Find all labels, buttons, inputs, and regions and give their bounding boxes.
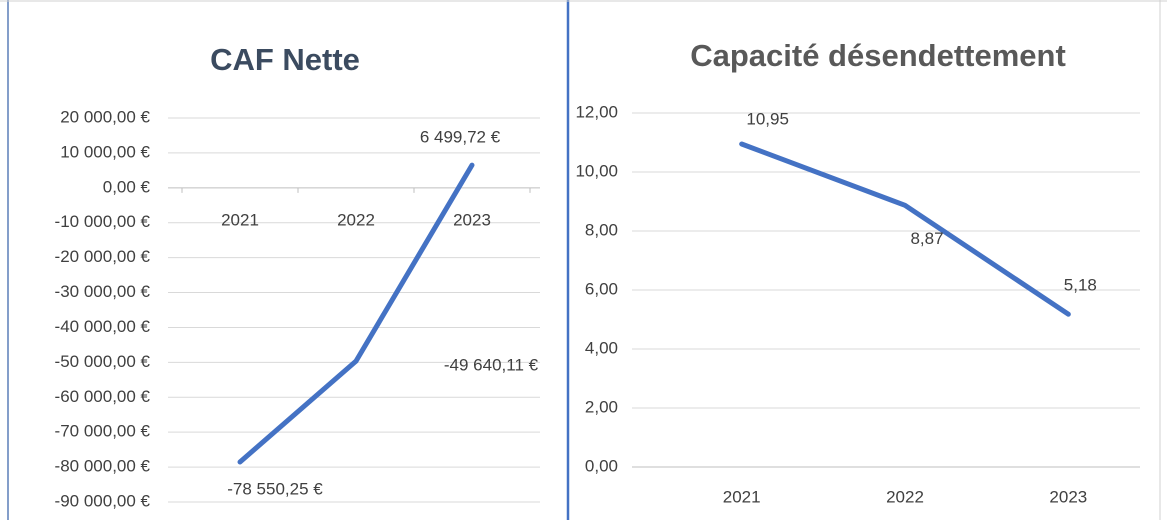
y-tick-label: 6,00: [585, 279, 618, 298]
line: [237, 162, 475, 465]
data-label: -49 640,11 €: [444, 356, 539, 375]
x-tick-label: 2023: [453, 210, 491, 229]
y-tick-label: -70 000,00 €: [55, 422, 151, 441]
y-tick-label: -30 000,00 €: [55, 282, 151, 301]
y-tick-label: -50 000,00 €: [55, 352, 151, 371]
y-tick-label: 0,00: [585, 456, 618, 475]
chart-title: Capacité désendettement: [690, 38, 1066, 73]
y-tick-label: 8,00: [585, 220, 618, 239]
y-tick-label: 12,00: [575, 102, 618, 121]
y-tick-label: 4,00: [585, 338, 618, 357]
data-label: 6 499,72 €: [420, 128, 501, 147]
y-tick-label: -10 000,00 €: [55, 212, 151, 231]
data-label: 10,95: [746, 109, 789, 128]
data-label: 5,18: [1064, 276, 1097, 295]
y-tick-label: -40 000,00 €: [55, 317, 151, 336]
y-tick-label: 10,00: [575, 161, 618, 180]
y-tick-label: 10 000,00 €: [60, 142, 150, 161]
y-tick-label: 20 000,00 €: [60, 107, 150, 126]
data-label: -78 550,25 €: [227, 480, 323, 499]
y-tick-label: -80 000,00 €: [55, 457, 151, 476]
x-tick-label: 2022: [337, 210, 375, 229]
x-tick-label: 2021: [221, 210, 259, 229]
y-tick-label: 2,00: [585, 397, 618, 416]
x-tick-label: 2023: [1049, 487, 1087, 506]
line: [739, 141, 1071, 317]
y-tick-label: -20 000,00 €: [55, 247, 151, 266]
data-label: 8,87: [910, 229, 943, 248]
y-tick-label: -90 000,00 €: [55, 491, 151, 510]
chart-title: CAF Nette: [210, 42, 360, 77]
y-tick-label: 0,00 €: [103, 177, 151, 196]
x-tick-label: 2021: [723, 487, 761, 506]
x-tick-label: 2022: [886, 487, 924, 506]
y-tick-label: -60 000,00 €: [55, 387, 151, 406]
